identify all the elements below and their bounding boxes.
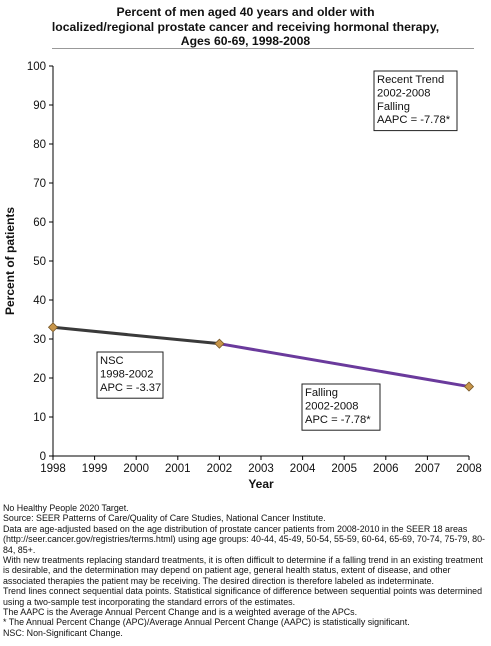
y-tick-label: 100 [27, 61, 46, 73]
y-tick-label: 90 [33, 100, 46, 112]
annotation-text: 2002-2008 [377, 87, 431, 99]
footnotes: No Healthy People 2020 Target. Source: SE… [3, 503, 489, 638]
trend-line-1998-2002 [51, 325, 221, 346]
footnote-line: * The Annual Percent Change (APC)/Averag… [3, 617, 410, 628]
title-divider [52, 48, 474, 49]
footnote-line: With new treatments replacing standard t… [3, 555, 483, 586]
annotation-box [96, 351, 164, 399]
x-tick-label: 2003 [248, 463, 274, 475]
annotation-text: Falling [305, 387, 338, 399]
footnote-line: Data are age-adjusted based on the age d… [3, 523, 485, 555]
chart-title: Percent of men aged 40 years and older w… [51, 5, 440, 48]
y-tick-label: 60 [33, 217, 46, 229]
y-tick-label: 10 [33, 412, 46, 424]
footnote-line: NSC: Non-Significant Change. [3, 627, 123, 638]
y-tick-label: 30 [33, 334, 46, 346]
footnote-line: The AAPC is the Average Annual Percent C… [3, 607, 358, 618]
annotation-text: 1998-2002 [100, 368, 154, 380]
x-tick-label: 2005 [331, 463, 357, 475]
x-tick-label: 2000 [123, 463, 149, 475]
footnote-line: No Healthy People 2020 Target. [3, 503, 129, 513]
x-tick-label: 1998 [40, 463, 66, 475]
data-point-2002 [214, 338, 225, 349]
y-axis-title: Percent of patients [3, 207, 17, 315]
x-tick-label: 2004 [290, 463, 316, 475]
x-tick-label: 2007 [415, 463, 441, 475]
x-tick-label: 2006 [373, 463, 399, 475]
annotation-box [301, 383, 381, 431]
trend-line-2002-2008 [217, 342, 471, 389]
y-tick-label: 70 [33, 178, 46, 190]
y-tick-label: 20 [33, 373, 46, 385]
x-tick-label: 2008 [456, 463, 482, 475]
x-tick-label: 2001 [165, 463, 191, 475]
footnote-line: Trend lines connect sequential data poin… [3, 586, 483, 607]
annotation-text: AAPC = -7.78* [377, 114, 451, 126]
annotation-text: Recent Trend [377, 74, 444, 86]
y-tick-label: 80 [33, 139, 46, 151]
annotation-text: NSC [100, 355, 124, 367]
x-tick-label: 1999 [82, 463, 108, 475]
y-tick-label: 0 [40, 451, 46, 463]
x-axis-title: Year [248, 477, 274, 491]
annotation-text: APC = -7.78* [305, 414, 371, 426]
annotation-text: Falling [377, 101, 410, 113]
data-point-2008 [463, 381, 475, 392]
annotation-text: APC = -3.37 [100, 382, 161, 394]
annotation-box [373, 70, 458, 132]
annotation-text: 2002-2008 [305, 400, 359, 412]
line-chart: 0 10 20 30 40 50 60 70 80 90 100 1998 1999 2000 2001 20… [3, 61, 482, 491]
data-point-1998 [47, 322, 59, 333]
x-tick-label: 2002 [207, 463, 233, 475]
y-tick-label: 40 [33, 295, 46, 307]
y-tick-label: 50 [33, 256, 46, 268]
footnote-line: Source: SEER Patterns of Care/Quality of… [3, 513, 326, 524]
